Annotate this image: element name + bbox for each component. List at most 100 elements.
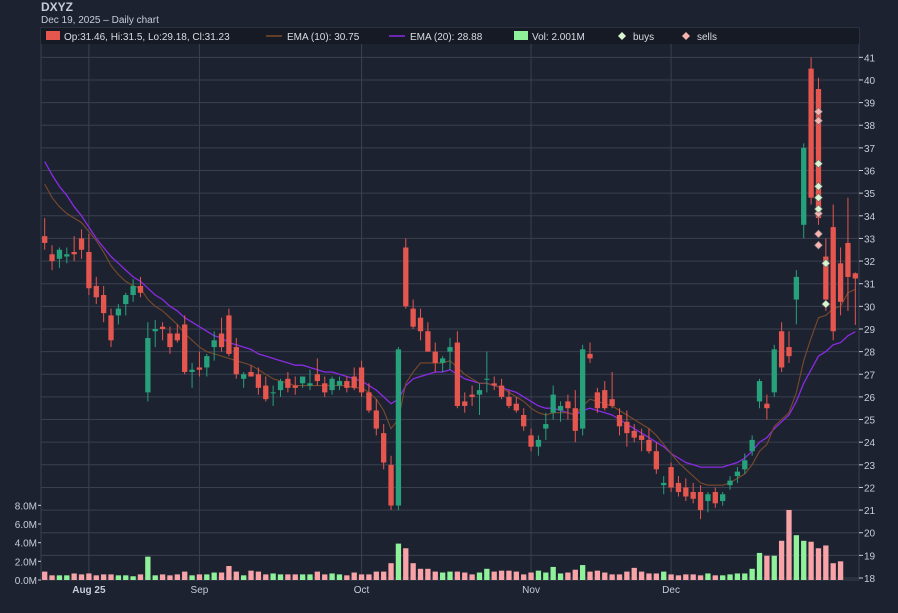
- volume-bar: [462, 572, 468, 580]
- volume-bar: [137, 574, 144, 580]
- volume-bar: [351, 572, 357, 580]
- volume-bar: [697, 575, 704, 580]
- candle-body: [462, 401, 468, 406]
- candle-body: [771, 349, 777, 393]
- candle-body: [638, 435, 645, 440]
- volume-bar: [211, 572, 217, 580]
- volume-bar: [381, 571, 387, 580]
- candle-body: [661, 482, 667, 486]
- sell-marker: [814, 240, 823, 250]
- sell-marker: [814, 229, 823, 239]
- candle-body: [528, 435, 534, 447]
- candle-body: [86, 252, 92, 289]
- candle-body: [793, 276, 800, 300]
- candle-body: [78, 238, 85, 250]
- chart-subtitle: Dec 19, 2025 – Daily chart: [41, 15, 159, 26]
- volume-bar: [498, 570, 505, 580]
- price-tick-label: 30: [864, 302, 876, 313]
- volume-bar: [675, 575, 682, 580]
- candle-body: [491, 383, 497, 386]
- candle-body: [299, 376, 306, 384]
- price-tick-label: 35: [864, 189, 876, 200]
- volume-bar: [602, 572, 608, 580]
- candle-body: [248, 371, 254, 377]
- volume-bar: [263, 574, 269, 580]
- candle-body: [801, 147, 807, 225]
- volume-bar: [653, 573, 659, 580]
- candle-body: [631, 430, 637, 438]
- candle-body: [506, 396, 512, 406]
- candle-body: [727, 480, 733, 486]
- candle-body: [292, 385, 298, 388]
- volume-bar: [661, 571, 667, 580]
- volume-bar: [801, 540, 807, 580]
- legend-ohlc-swatch: [46, 31, 60, 40]
- volume-bar: [786, 510, 792, 580]
- volume-bar: [307, 574, 313, 580]
- candle-body: [498, 385, 505, 397]
- volume-bar: [86, 573, 92, 580]
- volume-bar: [543, 572, 549, 580]
- candle-body: [329, 378, 335, 391]
- chart-title: DXYZ: [41, 0, 74, 14]
- volume-bar: [727, 574, 733, 580]
- candle-body: [683, 487, 689, 497]
- volume-bar: [572, 569, 578, 580]
- candle-body: [616, 415, 623, 427]
- buy-marker: [821, 299, 831, 309]
- volume-bar: [93, 575, 99, 580]
- volume-bar: [506, 570, 512, 580]
- volume-bar: [469, 574, 475, 580]
- legend: Op:31.46, Hi:31.5, Lo:29.18, Cl:31.23 EM…: [41, 28, 859, 44]
- legend-buy-marker: [618, 32, 626, 40]
- candle-body: [100, 295, 107, 314]
- volume-bar: [167, 575, 173, 580]
- candle-body: [174, 333, 180, 341]
- candle-body: [587, 353, 593, 359]
- volume-bar: [130, 576, 136, 580]
- legend-sells-label: sells: [697, 32, 717, 43]
- candle-body: [351, 376, 357, 388]
- candle-body: [609, 399, 615, 406]
- volume-bars: [42, 510, 844, 580]
- candle-body: [646, 439, 652, 452]
- sell-marker: [814, 209, 823, 218]
- candle-body: [690, 491, 696, 499]
- volume-bar: [823, 545, 829, 580]
- volume-bar: [624, 571, 630, 580]
- volume-bar: [808, 541, 814, 580]
- volume-bar: [115, 575, 122, 580]
- candle-body: [255, 374, 262, 388]
- volume-bar: [778, 540, 785, 580]
- candle-body: [322, 383, 328, 393]
- candle-body: [550, 394, 556, 413]
- candle-body: [697, 491, 704, 511]
- candle-body: [167, 333, 173, 348]
- volume-tick-label: 8.0M: [15, 501, 37, 512]
- volume-axis: 0.0M 2.0M 4.0M 6.0M 8.0M: [15, 501, 41, 587]
- candle-body: [358, 367, 365, 393]
- volume-bar: [336, 574, 343, 580]
- candle-body: [277, 381, 284, 391]
- price-tick-label: 27: [864, 370, 876, 381]
- candle-body: [484, 378, 490, 380]
- buy-marker: [814, 204, 823, 214]
- volume-bar: [587, 571, 593, 580]
- volume-bar: [550, 566, 556, 580]
- volume-bar: [174, 574, 180, 580]
- price-tick-label: 20: [864, 529, 876, 540]
- candle-body: [42, 236, 48, 243]
- plot-frame: [40, 27, 860, 581]
- volume-bar: [742, 573, 748, 580]
- candle-body: [211, 340, 217, 348]
- candle-body: [734, 471, 741, 477]
- candle-body: [189, 369, 195, 372]
- volume-bar: [395, 543, 402, 580]
- volume-bar: [358, 574, 365, 580]
- candle-body: [653, 451, 659, 470]
- candle-body: [712, 491, 718, 504]
- volume-bar: [329, 573, 335, 580]
- volume-bar: [403, 548, 409, 580]
- candle-body: [432, 351, 438, 363]
- volume-bar: [299, 574, 306, 580]
